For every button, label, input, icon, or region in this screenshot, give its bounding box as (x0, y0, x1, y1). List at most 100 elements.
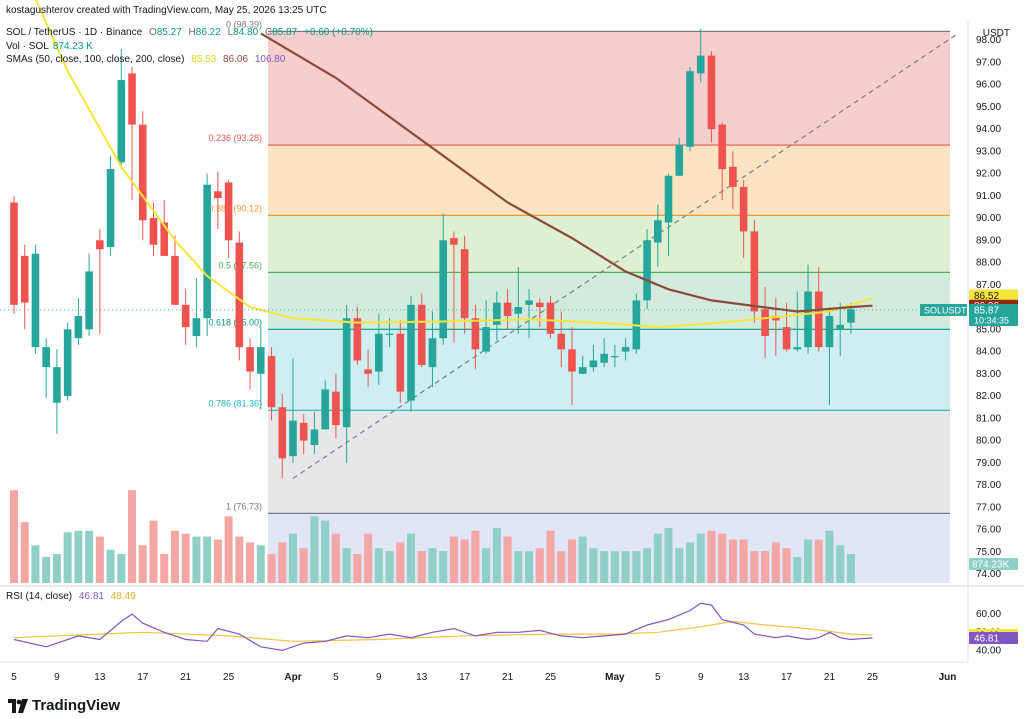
time-tick: 13 (416, 672, 428, 683)
candle-body (138, 124, 147, 221)
volume-bar (246, 542, 255, 583)
rsi-tick: 60.00 (976, 609, 1001, 620)
volume-bar (804, 539, 813, 583)
candle-body (160, 222, 169, 256)
volume-bar (525, 551, 534, 583)
time-tick: 9 (376, 672, 382, 683)
sma-legend[interactable]: SMAs (50, close, 100, close, 200, close)… (6, 54, 286, 65)
rsi-ma-line (13, 620, 873, 642)
price-tick: 84.00 (976, 347, 1001, 358)
volume-bar (31, 545, 40, 583)
volume-bar (653, 533, 662, 583)
tradingview-logo[interactable]: TradingView (8, 697, 120, 714)
candle-body (718, 124, 726, 170)
time-tick: 13 (738, 672, 750, 683)
volume-bar (492, 527, 501, 583)
price-tag-label: 86.52 (974, 291, 999, 302)
candle-body (375, 333, 383, 372)
price-tick: 78.00 (976, 480, 1001, 491)
candle-body (42, 347, 50, 368)
volume-bar (235, 536, 244, 583)
volume-bar (310, 516, 319, 583)
time-tick: 21 (180, 672, 192, 683)
sma50-line (34, 0, 873, 329)
volume-bar (675, 548, 684, 583)
fib-label: 0.382 (90.12) (208, 203, 262, 213)
price-tick: 97.00 (976, 57, 1001, 68)
price-tick: 89.00 (976, 235, 1001, 246)
price-tick: 88.00 (976, 258, 1001, 269)
price-tick: 91.00 (976, 191, 1001, 202)
candle-body (63, 329, 72, 397)
candle-body (611, 356, 619, 358)
candle-body (450, 238, 458, 245)
candle-body (493, 302, 501, 325)
candle-body (686, 71, 694, 147)
rsi-tag (969, 632, 1018, 645)
symbol-tag (920, 303, 967, 316)
fib-label: 0.236 (93.28) (208, 133, 262, 143)
candle-body (664, 175, 673, 223)
rsi-legend[interactable]: RSI (14, close) 46.81 48.49 (6, 591, 136, 602)
volume-bar (514, 551, 523, 583)
price-tick: 95.00 (976, 102, 1001, 113)
price-tick: 90.00 (976, 213, 1001, 224)
price-tag-label: 85.87 (974, 305, 999, 316)
fib-zone (268, 31, 950, 146)
candle-body (353, 318, 362, 361)
candle-body (407, 304, 415, 401)
volume-bar (771, 542, 780, 583)
volume-bar (696, 533, 705, 583)
volume-bar (439, 551, 448, 583)
time-tick: Jun (939, 672, 957, 683)
volume-bar (10, 490, 18, 583)
time-tick: 13 (94, 672, 106, 683)
price-tick: 75.00 (976, 547, 1001, 558)
price-tick: 87.00 (976, 280, 1001, 291)
volume-bar (503, 536, 512, 583)
candle-body (793, 347, 802, 350)
symbol-header[interactable]: SOL / TetherUS · 1D · Binance O85.27 H86… (6, 27, 373, 38)
volume-bar (181, 533, 190, 583)
volume-bar (793, 556, 802, 583)
time-tick: 17 (137, 672, 149, 683)
time-tick: 9 (54, 672, 60, 683)
candle-body (621, 347, 630, 352)
candle-body (439, 240, 447, 339)
volume-bar (117, 554, 126, 583)
volume-bar (374, 548, 383, 583)
fib-label: 0.786 (81.36) (208, 398, 262, 408)
fib-zone (268, 410, 950, 514)
chart-credit: kostagushterov created with TradingView.… (6, 5, 327, 16)
volume-bar (149, 520, 158, 583)
volume-bar (128, 490, 137, 583)
candle-body (761, 309, 769, 336)
time-tick: 5 (11, 672, 17, 683)
volume-bar (52, 554, 61, 583)
candle-body (739, 186, 748, 232)
candle-body (589, 360, 598, 368)
volume-bar (836, 545, 845, 583)
volume-bar (664, 527, 673, 583)
volume-bar (449, 536, 458, 583)
sma-lines (34, 0, 873, 329)
symbol-name[interactable]: SOL / TetherUS · 1D · Binance (6, 27, 143, 38)
volume-bar (385, 551, 394, 583)
candle-body (256, 347, 265, 374)
candles (10, 28, 855, 479)
volume-bar (782, 548, 791, 583)
volume-bar (267, 554, 276, 583)
candle-body (289, 420, 297, 457)
candle-body (117, 80, 126, 163)
volume-bar (685, 542, 694, 583)
volume-bar (278, 542, 287, 583)
candle-body (278, 407, 287, 459)
candle-body (643, 240, 651, 301)
volume-bar (750, 551, 759, 583)
volume-legend[interactable]: Vol · SOL 874.23 K (6, 41, 93, 52)
volume-bar (739, 539, 748, 583)
volume-bar (321, 520, 330, 583)
volume-bar (74, 530, 83, 583)
candle-body (782, 327, 791, 350)
